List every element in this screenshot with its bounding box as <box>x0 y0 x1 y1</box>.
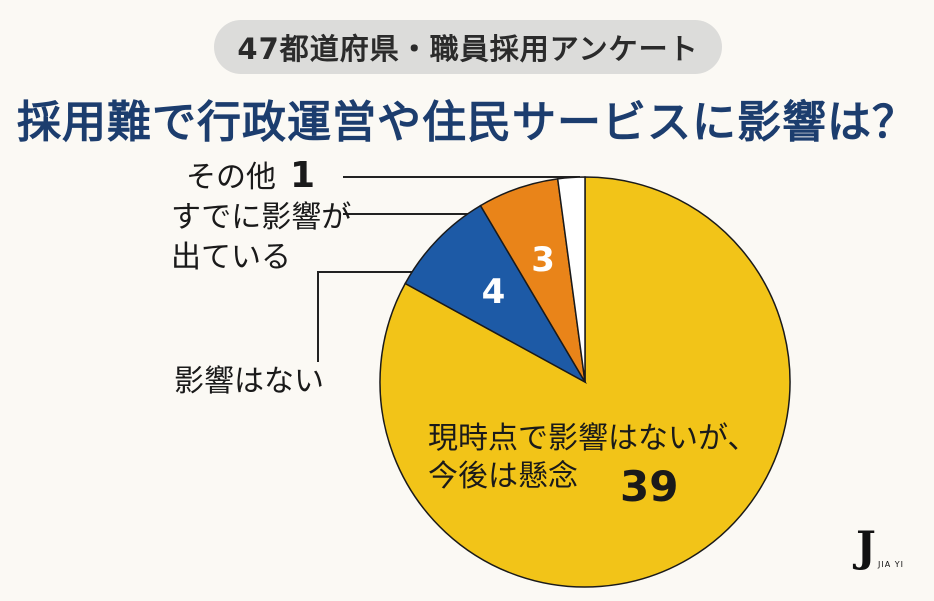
slice-no-impact <box>404 204 588 384</box>
pie-slices <box>379 176 791 588</box>
label-no-impact: 影響はない <box>174 364 324 399</box>
label-concern: 現時点で影響はないが、 今後は懸念 <box>428 421 758 494</box>
logo-subtext: JIA YI <box>878 560 904 569</box>
value-already-affected: 3 <box>531 239 555 280</box>
label-other-value: 1 <box>290 155 316 196</box>
label-other: その他 1 <box>186 155 316 196</box>
slice-other <box>556 176 586 383</box>
value-concern: 39 <box>620 462 679 511</box>
value-no-impact: 4 <box>481 271 506 312</box>
survey-source-pill: 47都道府県・職員採用アンケート <box>214 20 722 74</box>
chart-title: 採用難で行政運営や住民サービスに影響は？ <box>17 97 917 148</box>
leader-line-none <box>317 271 441 362</box>
logo-letter: J <box>856 522 876 571</box>
jiayi-logo: J JIA YI <box>856 522 903 578</box>
label-already-affected: すでに影響が 出ている <box>171 200 352 275</box>
